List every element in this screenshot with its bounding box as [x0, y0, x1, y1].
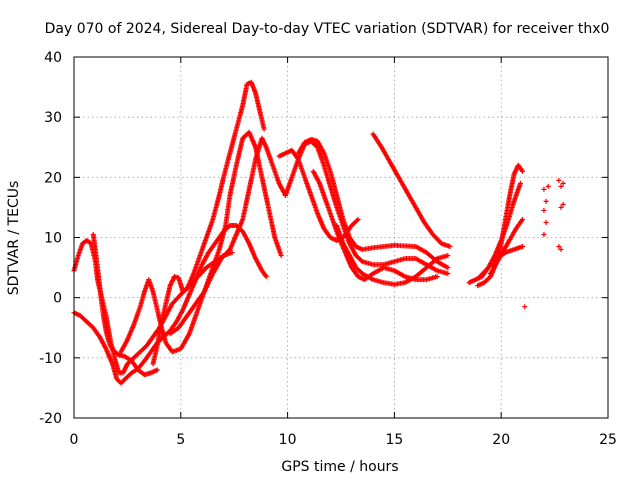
data-point: [541, 186, 547, 192]
data-point: [560, 180, 566, 186]
data-point: [520, 168, 526, 174]
series-arc-4: [118, 129, 284, 355]
data-point: [520, 244, 526, 250]
data-series: [71, 79, 566, 386]
data-point: [558, 204, 564, 210]
data-point: [545, 183, 551, 189]
data-point: [447, 244, 453, 250]
y-axis-label: SDTVAR / TECUs: [6, 181, 22, 296]
data-point: [445, 253, 451, 259]
data-point: [261, 126, 267, 132]
data-point: [543, 219, 549, 225]
data-point: [558, 247, 564, 253]
data-point: [434, 274, 440, 280]
data-point: [355, 216, 361, 222]
y-tick-label: -10: [39, 351, 62, 367]
x-tick-label: 25: [599, 432, 617, 448]
data-point: [517, 180, 523, 186]
y-tick-label: 40: [44, 50, 62, 66]
data-point: [263, 274, 269, 280]
x-axis-label: GPS time / hours: [281, 459, 398, 475]
series-arc-6: [167, 135, 288, 337]
series-arc-11: [334, 222, 451, 287]
data-point: [229, 250, 235, 256]
y-tick-label: -20: [39, 411, 62, 427]
data-point: [541, 231, 547, 237]
y-tick-label: 10: [44, 231, 62, 247]
series-arc-5: [150, 79, 267, 367]
series-arc-9: [295, 136, 451, 271]
x-tick-label: 10: [279, 432, 297, 448]
data-point: [278, 253, 284, 259]
data-point: [445, 265, 451, 271]
x-tick-label: 20: [492, 432, 510, 448]
data-point: [541, 207, 547, 213]
data-point: [556, 177, 562, 183]
series-arc-12: [370, 131, 453, 250]
x-tick-label: 0: [70, 432, 79, 448]
x-tick-label: 15: [385, 432, 403, 448]
y-tick-label: 30: [44, 110, 62, 126]
data-point: [445, 271, 451, 277]
series-arc-16: [488, 216, 526, 277]
data-point: [556, 244, 562, 250]
series-arc-2: [71, 222, 269, 386]
data-point: [522, 304, 528, 310]
data-point: [560, 201, 566, 207]
axis-ticks: 0 5 10 15 20 25 -20 -10 0 10 20 30 40: [39, 50, 617, 448]
data-point: [558, 183, 564, 189]
y-tick-label: 0: [53, 291, 62, 307]
data-point: [543, 198, 549, 204]
series-isolated: [522, 177, 566, 310]
data-point: [520, 216, 526, 222]
data-point: [154, 367, 160, 373]
x-tick-label: 5: [176, 432, 185, 448]
chart-title: Day 070 of 2024, Sidereal Day-to-day VTE…: [45, 21, 610, 37]
series-arc-8: [282, 138, 451, 277]
series-arc-3: [90, 231, 160, 378]
y-tick-label: 20: [44, 170, 62, 186]
